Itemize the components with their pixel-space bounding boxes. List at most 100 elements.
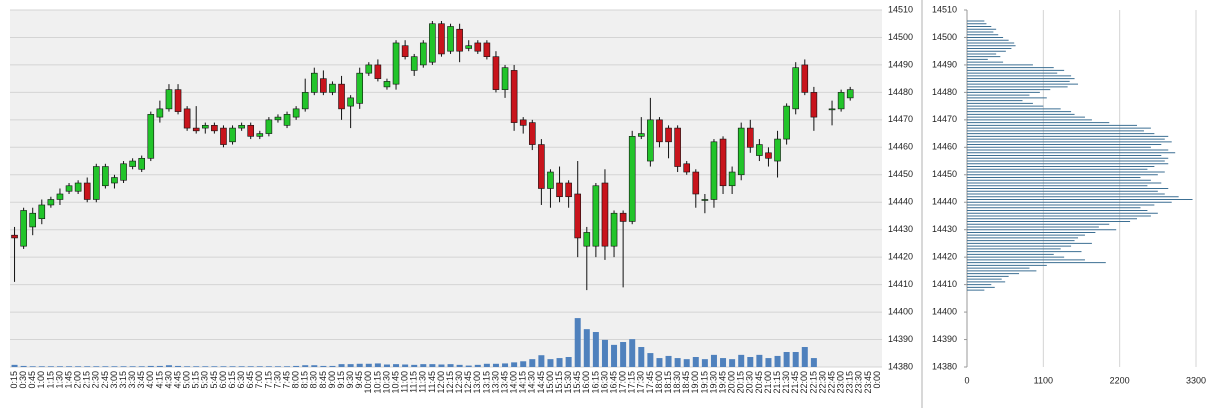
- candle-body: [837, 92, 845, 110]
- volume-bar: [810, 358, 817, 367]
- x-tick-label: 7:30: [272, 371, 282, 389]
- candle-body: [111, 177, 118, 184]
- y-tick-label: 14500: [888, 32, 913, 42]
- candle-body: [301, 92, 309, 110]
- y-tick-label: 14490: [888, 59, 913, 69]
- volume-bar: [601, 339, 608, 367]
- y-tick-label: 14420: [888, 252, 913, 262]
- x-tick-label: 21:00: [763, 371, 773, 394]
- volume-bar: [11, 364, 18, 367]
- volume-bar: [729, 359, 736, 367]
- candle-body: [783, 105, 790, 140]
- x-tick-label: 10:45: [390, 371, 400, 394]
- volume-bar: [483, 363, 490, 367]
- volume-bar: [247, 366, 254, 367]
- candle-body: [310, 72, 318, 93]
- x-tick-label: 22:00: [799, 371, 809, 394]
- x-tick-label: 21:30: [781, 371, 791, 394]
- candle-body: [692, 171, 700, 195]
- candle-body: [538, 144, 545, 189]
- volume-bar: [656, 358, 663, 367]
- volume-bar: [683, 359, 690, 367]
- candle-body: [628, 136, 636, 222]
- x-tick-label: 20:45: [754, 371, 764, 394]
- x-tick-label: 21:15: [772, 371, 782, 394]
- x-tick-label: 8:45: [318, 371, 328, 389]
- x-tick-label: 15:30: [563, 371, 573, 394]
- x-tick-label: 10:30: [381, 371, 391, 394]
- x-tick-label: 9:45: [354, 371, 364, 389]
- candle-body: [38, 204, 46, 220]
- x-tick-label: 23:45: [863, 371, 873, 394]
- x-tick-label: 6:15: [227, 371, 237, 389]
- candle-body: [510, 70, 518, 123]
- candle-body: [201, 125, 209, 129]
- x-tick-label: 11:45: [427, 371, 437, 393]
- x-tick-label: 0: [964, 375, 969, 385]
- volume-bar: [574, 318, 581, 367]
- candle-body: [519, 119, 527, 126]
- x-tick-label: 20:00: [727, 371, 737, 394]
- y-tick-label: 14510: [888, 4, 913, 14]
- candle-body: [238, 125, 245, 129]
- y-tick-label: 14480: [932, 87, 957, 97]
- volume-bar: [102, 366, 109, 367]
- x-tick-label: 3:30: [127, 371, 137, 389]
- volume-bar: [274, 366, 281, 367]
- x-tick-label: 15:45: [572, 371, 582, 394]
- volume-bar: [202, 366, 209, 367]
- y-tick-label: 14480: [888, 87, 913, 97]
- x-tick-label: 14:15: [518, 371, 528, 394]
- x-tick-label: 12:30: [454, 371, 464, 394]
- volume-bar: [329, 365, 336, 367]
- volume-bar: [783, 352, 790, 367]
- x-tick-label: 6:30: [236, 371, 246, 389]
- volume-bar: [184, 366, 191, 367]
- candle-body: [637, 133, 645, 137]
- x-tick-label: 18:00: [654, 371, 664, 394]
- volume-bar: [438, 364, 445, 367]
- y-tick-label: 14400: [888, 306, 913, 316]
- x-tick-label: 7:15: [263, 371, 273, 389]
- volume-bar: [738, 354, 745, 367]
- y-tick-label: 14380: [888, 361, 913, 371]
- x-tick-label: 14:45: [536, 371, 546, 394]
- candle-body: [401, 45, 409, 57]
- volume-bar: [583, 329, 590, 367]
- x-tick-label: 17:30: [636, 371, 646, 394]
- volume-bar: [456, 364, 463, 367]
- candle-body: [810, 92, 818, 118]
- volume-bar: [75, 366, 82, 367]
- candle-body: [547, 171, 554, 189]
- x-tick-label: 5:45: [209, 371, 219, 389]
- candle-body: [501, 67, 509, 90]
- volume-bar: [701, 359, 708, 367]
- x-tick-label: 2:45: [100, 371, 110, 389]
- candle-body: [374, 64, 382, 79]
- candle-body: [220, 127, 227, 145]
- volume-bar: [256, 366, 263, 367]
- volume-bar: [474, 364, 481, 367]
- x-tick-label: 16:45: [608, 371, 618, 394]
- volume-bar: [538, 355, 545, 367]
- candle-body: [320, 78, 327, 93]
- y-tick-label: 14500: [932, 32, 957, 42]
- volume-bar: [302, 365, 309, 367]
- x-tick-label: 13:00: [472, 371, 482, 394]
- candle-body: [701, 199, 709, 201]
- volume-bar: [411, 364, 418, 367]
- x-tick-label: 2:30: [91, 371, 101, 389]
- volume-bar: [120, 366, 127, 367]
- volume-bar: [374, 363, 381, 367]
- volume-bar: [447, 364, 454, 367]
- volume-bar: [792, 352, 799, 367]
- x-tick-label: 15:15: [554, 371, 564, 394]
- candle-body: [47, 199, 55, 206]
- volume-bar: [20, 365, 27, 367]
- candle-body: [728, 171, 736, 187]
- volume-bar: [629, 339, 636, 367]
- volume-bar: [193, 366, 200, 367]
- x-tick-label: 20:30: [745, 371, 755, 394]
- y-tick-label: 14510: [932, 4, 957, 14]
